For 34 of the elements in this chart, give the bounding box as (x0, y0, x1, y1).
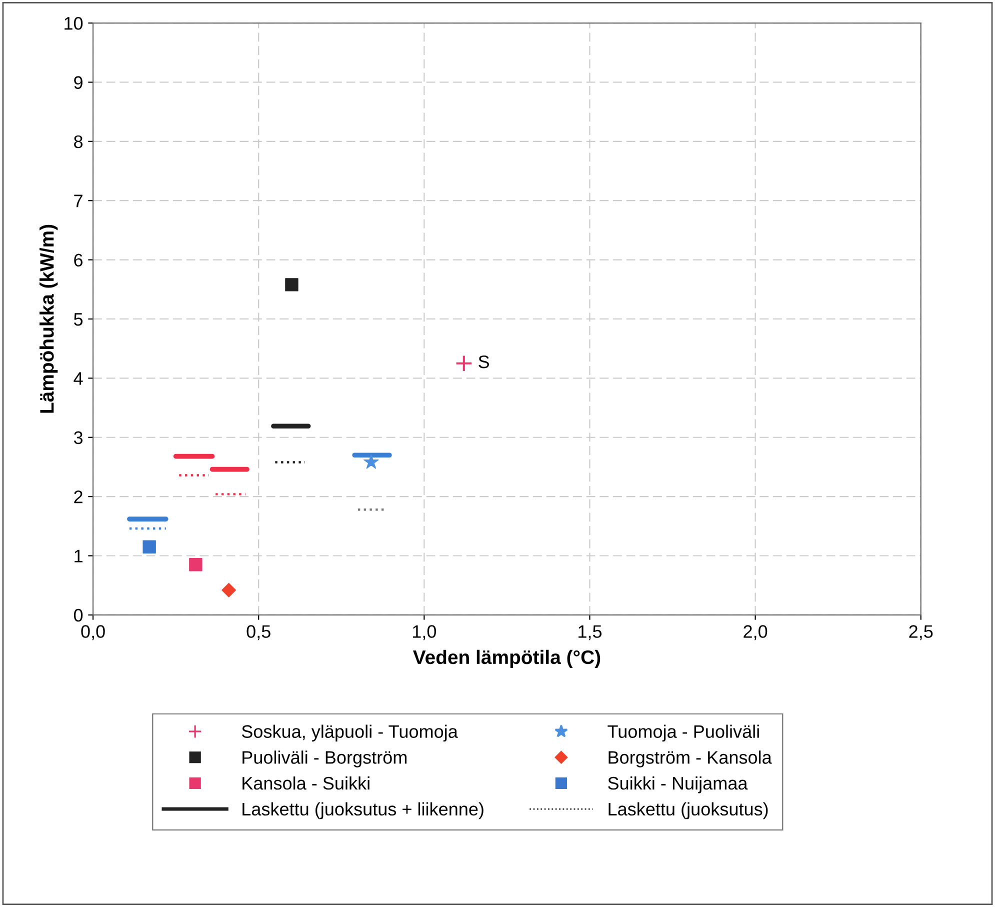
y-tick-label: 3 (74, 431, 83, 444)
y-tick-label: 2 (74, 490, 82, 504)
point (222, 582, 236, 598)
point (364, 454, 379, 469)
legend-label: Puoliväli - Borgström (242, 750, 406, 768)
annotation: S (478, 355, 490, 368)
x-tick-label: 2,5 (909, 625, 933, 640)
legend-label: Tuomoja - Puoliväli (608, 724, 759, 742)
point (189, 558, 202, 572)
x-tick-label: 1,5 (578, 625, 602, 640)
x-tick-label: 1,0 (412, 625, 436, 640)
y-tick-label: 7 (74, 194, 82, 208)
y-tick-label: 10 (64, 16, 83, 30)
y-tick-label: 0 (74, 608, 83, 622)
y-tick-label: 4 (74, 372, 83, 385)
legend-label: Laskettu (juoksutus + liikenne) (242, 802, 484, 820)
point (142, 540, 156, 554)
legend-label: Borgström - Kansola (608, 750, 772, 768)
x-tick-label: 2,0 (744, 625, 768, 640)
legend-label: Soskua, yläpuoli - Tuomoja (242, 724, 458, 742)
y-axis-title: Lämpöhukka (kW/m) (40, 224, 58, 413)
x-axis-title: Veden lämpötila (°C) (412, 650, 600, 668)
legend-label: Laskettu (juoksutus) (608, 802, 768, 820)
y-tick-label: 9 (74, 76, 82, 89)
y-tick-label: 8 (74, 135, 83, 148)
legend-label: Suikki - Nuijamaa (608, 776, 748, 794)
x-tick-label: 0,0 (81, 625, 105, 640)
y-tick-label: 1 (74, 550, 82, 562)
x-tick-label: 0,5 (246, 625, 270, 640)
point (285, 278, 298, 292)
y-tick-label: 6 (74, 254, 83, 267)
point (455, 354, 473, 372)
legend-label: Kansola - Suikki (242, 776, 370, 790)
y-tick-label: 5 (74, 313, 83, 326)
